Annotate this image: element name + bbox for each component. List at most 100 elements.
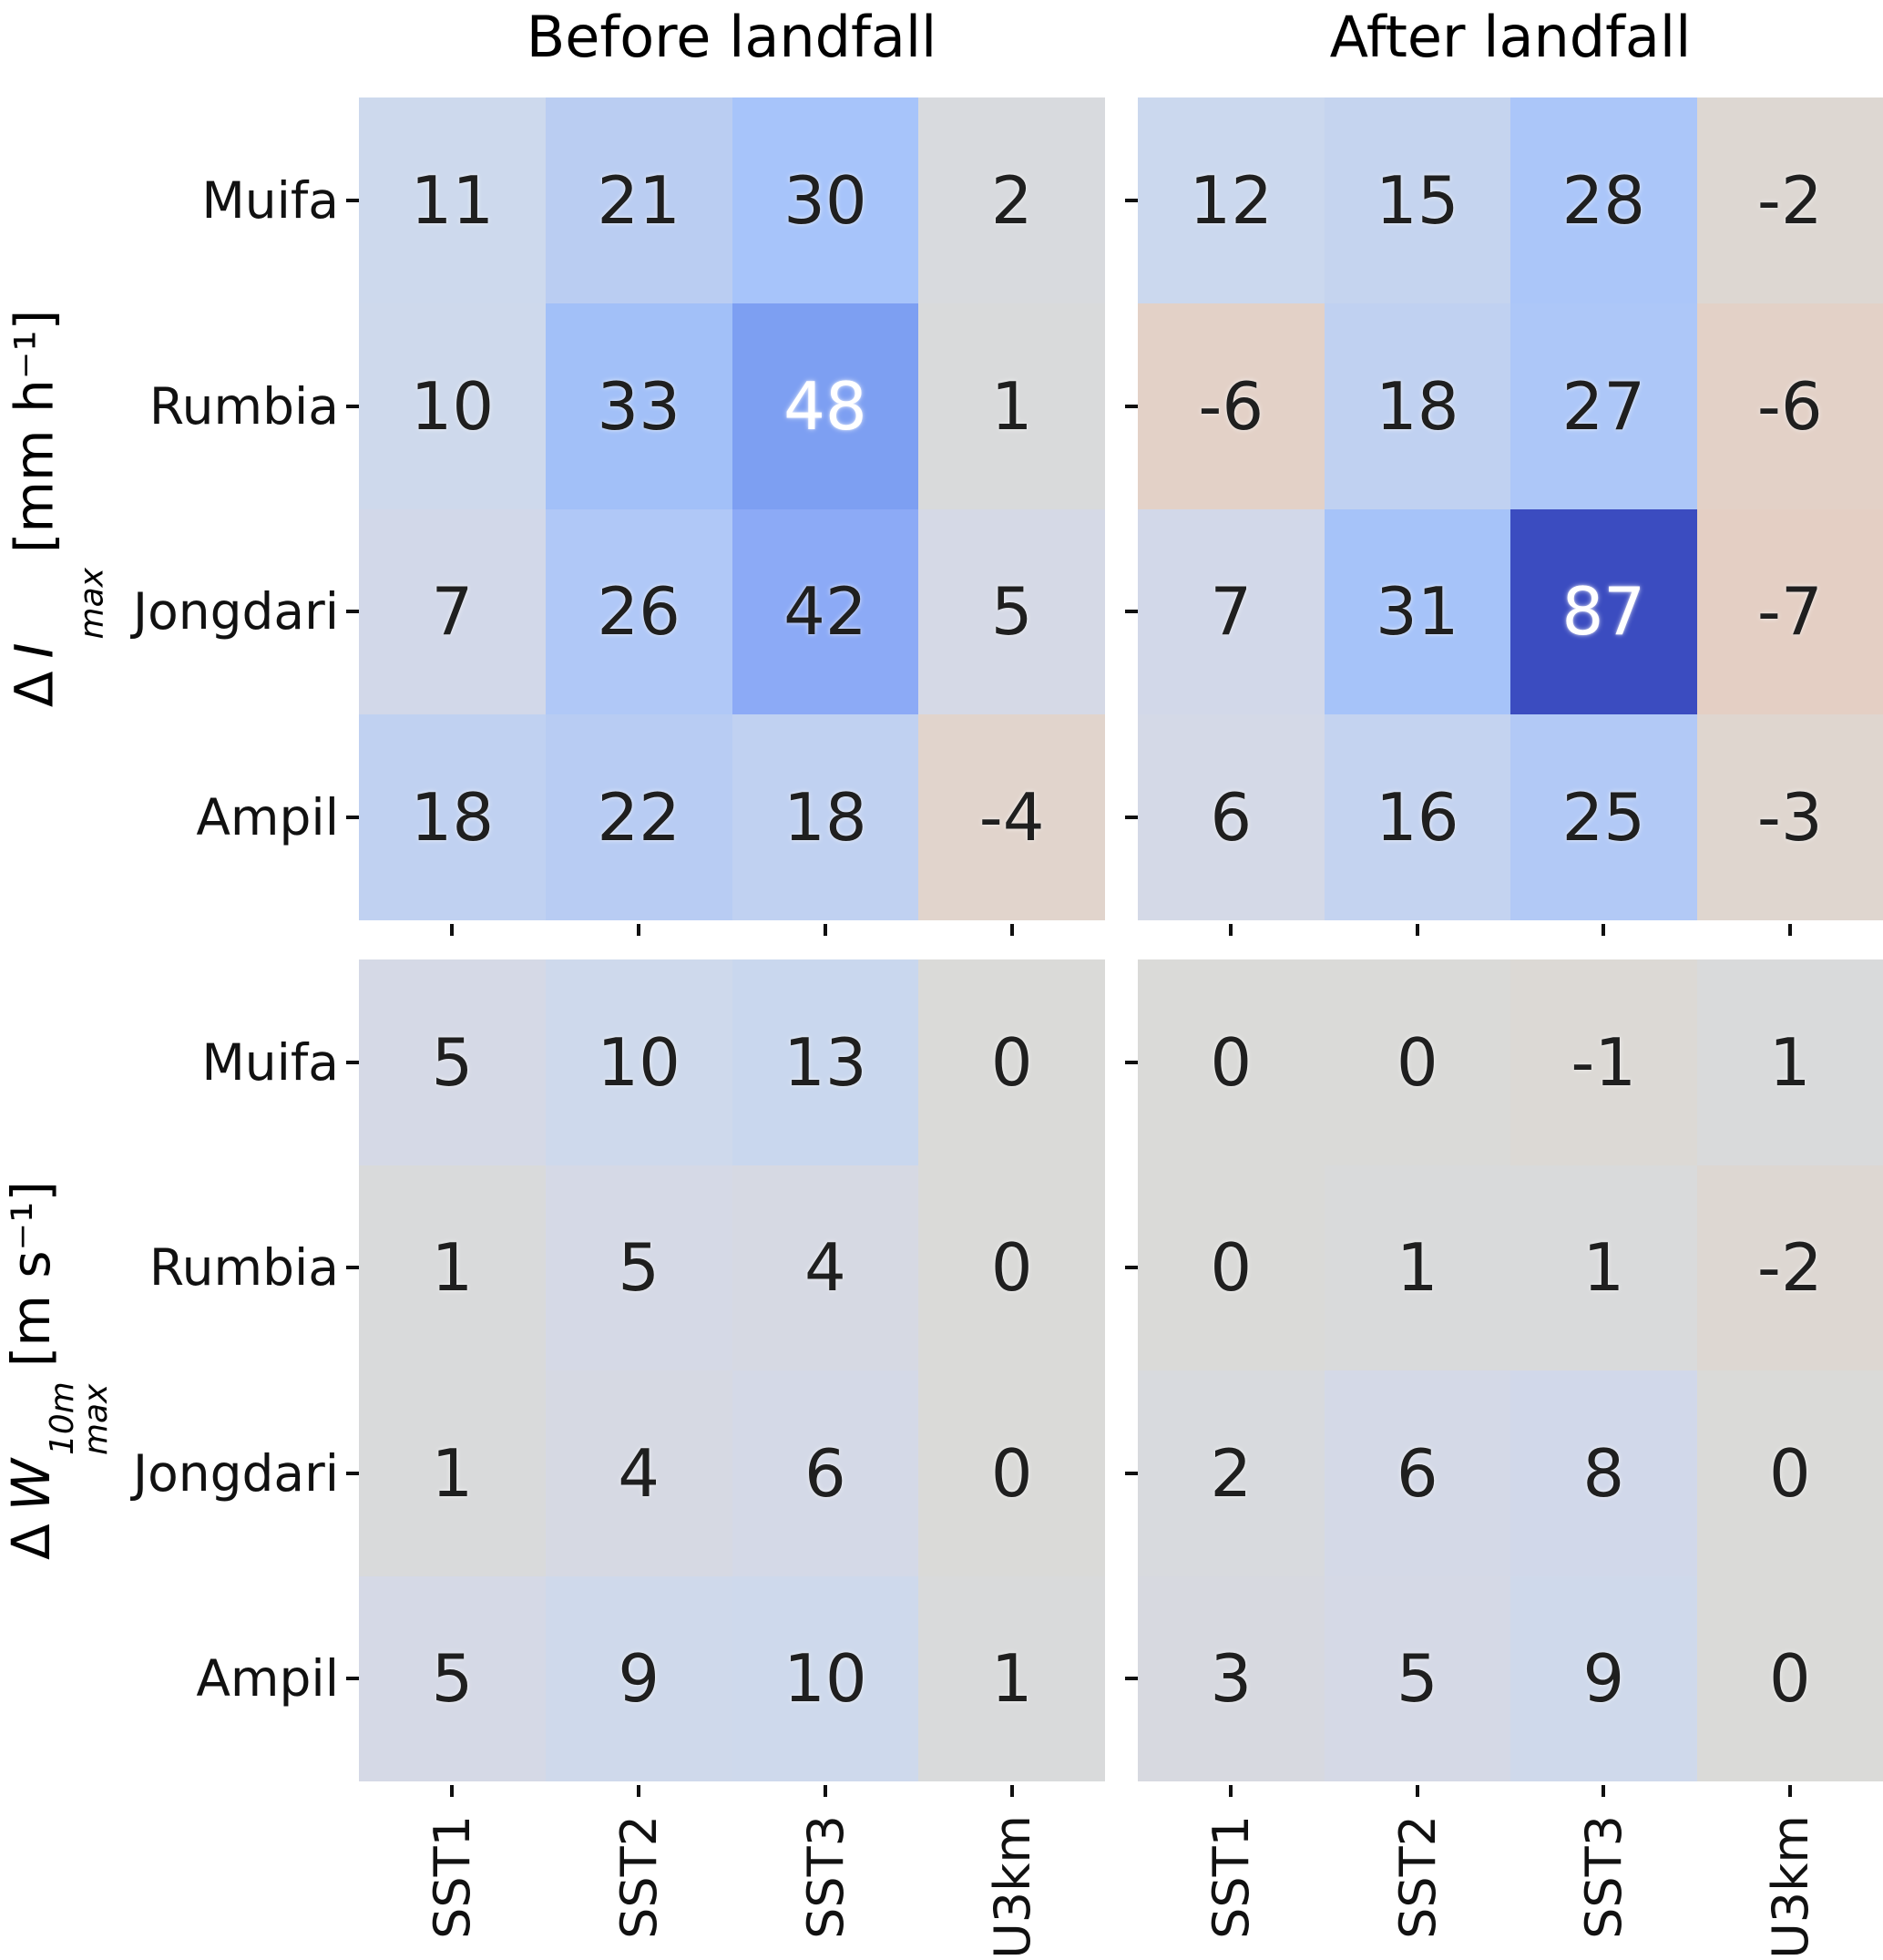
cell-value: 42	[783, 573, 867, 651]
cell-value: 27	[1561, 367, 1646, 445]
x-tick	[1787, 924, 1792, 936]
heatmap-cell: 25	[1510, 714, 1697, 920]
cell-value: 87	[1561, 573, 1646, 651]
row-label-jongdari: Jongdari	[132, 582, 339, 641]
cell-value: 21	[597, 161, 681, 239]
cell-value: 10	[597, 1023, 681, 1101]
cell-value: 0	[1210, 1023, 1253, 1101]
heatmap-cell: 18	[732, 714, 919, 920]
x-tick	[450, 1785, 455, 1797]
heatmap-cell: 5	[545, 1165, 732, 1370]
heatmap-cell: -4	[918, 714, 1105, 920]
cell-value: 9	[1582, 1640, 1625, 1718]
column-label-sst1: SST1	[424, 1815, 482, 1939]
cell-value: 1	[431, 1434, 474, 1512]
cell-value: 30	[783, 161, 867, 239]
heatmap-cell: 1	[1510, 1165, 1697, 1370]
column-label-sst2: SST2	[1388, 1815, 1447, 1939]
cell-value: -6	[1198, 367, 1264, 445]
x-tick	[1415, 924, 1419, 936]
cell-value: 0	[990, 1023, 1033, 1101]
cell-value: 6	[1396, 1434, 1438, 1512]
cell-value: 0	[1768, 1434, 1811, 1512]
heatmap-cell: 16	[1324, 714, 1510, 920]
heatmap-cell: 2	[1138, 1370, 1325, 1576]
heatmap-cell: 1	[1324, 1165, 1510, 1370]
row-label-rumbia: Rumbia	[148, 1238, 339, 1298]
heatmap-cell: -6	[1138, 303, 1325, 509]
cell-value: 18	[410, 779, 495, 857]
heatmap-cell: -7	[1696, 508, 1883, 715]
heatmap-cell: 7	[1138, 508, 1325, 715]
heatmap-cell: 22	[545, 714, 732, 920]
row-label-rumbia: Rumbia	[148, 376, 339, 436]
cell-value: 18	[783, 779, 867, 857]
x-tick	[450, 924, 455, 936]
cell-value: 26	[597, 573, 681, 651]
heatmap-cell: 18	[359, 714, 546, 920]
cell-value: 33	[597, 367, 681, 445]
x-tick	[1602, 924, 1606, 936]
heatmap-cell: 26	[545, 508, 732, 715]
y-tick	[346, 1266, 359, 1270]
cell-value: 22	[597, 779, 681, 857]
column-label-u3km: U3km	[983, 1815, 1041, 1959]
y-tick	[1125, 1471, 1138, 1475]
heatmap-cell: 12	[1138, 97, 1325, 303]
heatmap-cell: 0	[1138, 959, 1325, 1165]
cell-value: 1	[1582, 1229, 1625, 1307]
heatmap-cell: -2	[1696, 97, 1883, 303]
cell-value: 10	[783, 1640, 867, 1718]
heatmap-cell: 15	[1324, 97, 1510, 303]
heatmap-cell: 4	[732, 1165, 919, 1370]
y-tick	[1125, 1266, 1138, 1270]
heatmap-cell: -2	[1696, 1165, 1883, 1370]
delta-symbol: Δ	[0, 1524, 62, 1561]
heatmap-cell: 0	[1138, 1165, 1325, 1370]
row-label-muifa: Muifa	[201, 170, 339, 230]
cell-value: 0	[1210, 1229, 1253, 1307]
column-label-sst1: SST1	[1202, 1815, 1261, 1939]
cell-value: 5	[431, 1640, 474, 1718]
cell-value: 7	[1210, 573, 1253, 651]
cell-value: 3	[1210, 1640, 1253, 1718]
row-label-jongdari: Jongdari	[132, 1443, 339, 1503]
cell-value: -2	[1756, 1229, 1823, 1307]
cell-value: 18	[1375, 367, 1459, 445]
heatmap-panel-after-wmax: 0 0 -1 1 0 1 1 -2 2 6 8 0 3 5 9 0	[1138, 959, 1883, 1781]
cell-value: 1	[990, 367, 1033, 445]
heatmap-cell: 2	[918, 97, 1105, 303]
cell-value: 5	[618, 1229, 660, 1307]
x-tick	[823, 1785, 827, 1797]
heatmap-cell: 1	[1696, 959, 1883, 1165]
delta-symbol: Δ	[3, 671, 66, 708]
heatmap-cell: 13	[732, 959, 919, 1165]
cell-value: 5	[1396, 1640, 1438, 1718]
heatmap-cell: 33	[545, 303, 732, 509]
heatmap-cell: 6	[1324, 1370, 1510, 1576]
cell-value: 16	[1375, 779, 1459, 857]
panel-title-before-landfall: Before landfall	[526, 4, 937, 70]
cell-value: 8	[1582, 1434, 1625, 1512]
y-tick	[346, 610, 359, 614]
cell-value: 9	[618, 1640, 660, 1718]
heatmap-cell: 42	[732, 508, 919, 715]
x-tick	[1009, 924, 1014, 936]
heatmap-cell: 27	[1510, 303, 1697, 509]
y-tick	[1125, 198, 1138, 202]
cell-value: 1	[990, 1640, 1033, 1718]
cell-value: 15	[1375, 161, 1459, 239]
heatmap-panel-before-wmax: 5 10 13 0 1 5 4 0 1 4 6 0 5 9 10 1	[359, 959, 1105, 1781]
cell-value: 0	[990, 1229, 1033, 1307]
column-label-sst3: SST3	[1575, 1815, 1633, 1939]
cell-value: 31	[1375, 573, 1459, 651]
y-tick	[1125, 816, 1138, 820]
heatmap-cell: 5	[918, 508, 1105, 715]
heatmap-cell: -6	[1696, 303, 1883, 509]
heatmap-panel-before-imax: 11 21 30 2 10 33 48 1 7 26 42 5 18 22 18 -4	[359, 97, 1105, 920]
y-tick	[1125, 1677, 1138, 1681]
y-tick	[1125, 1060, 1138, 1064]
y-tick	[346, 1471, 359, 1475]
cell-value: 1	[431, 1229, 474, 1307]
